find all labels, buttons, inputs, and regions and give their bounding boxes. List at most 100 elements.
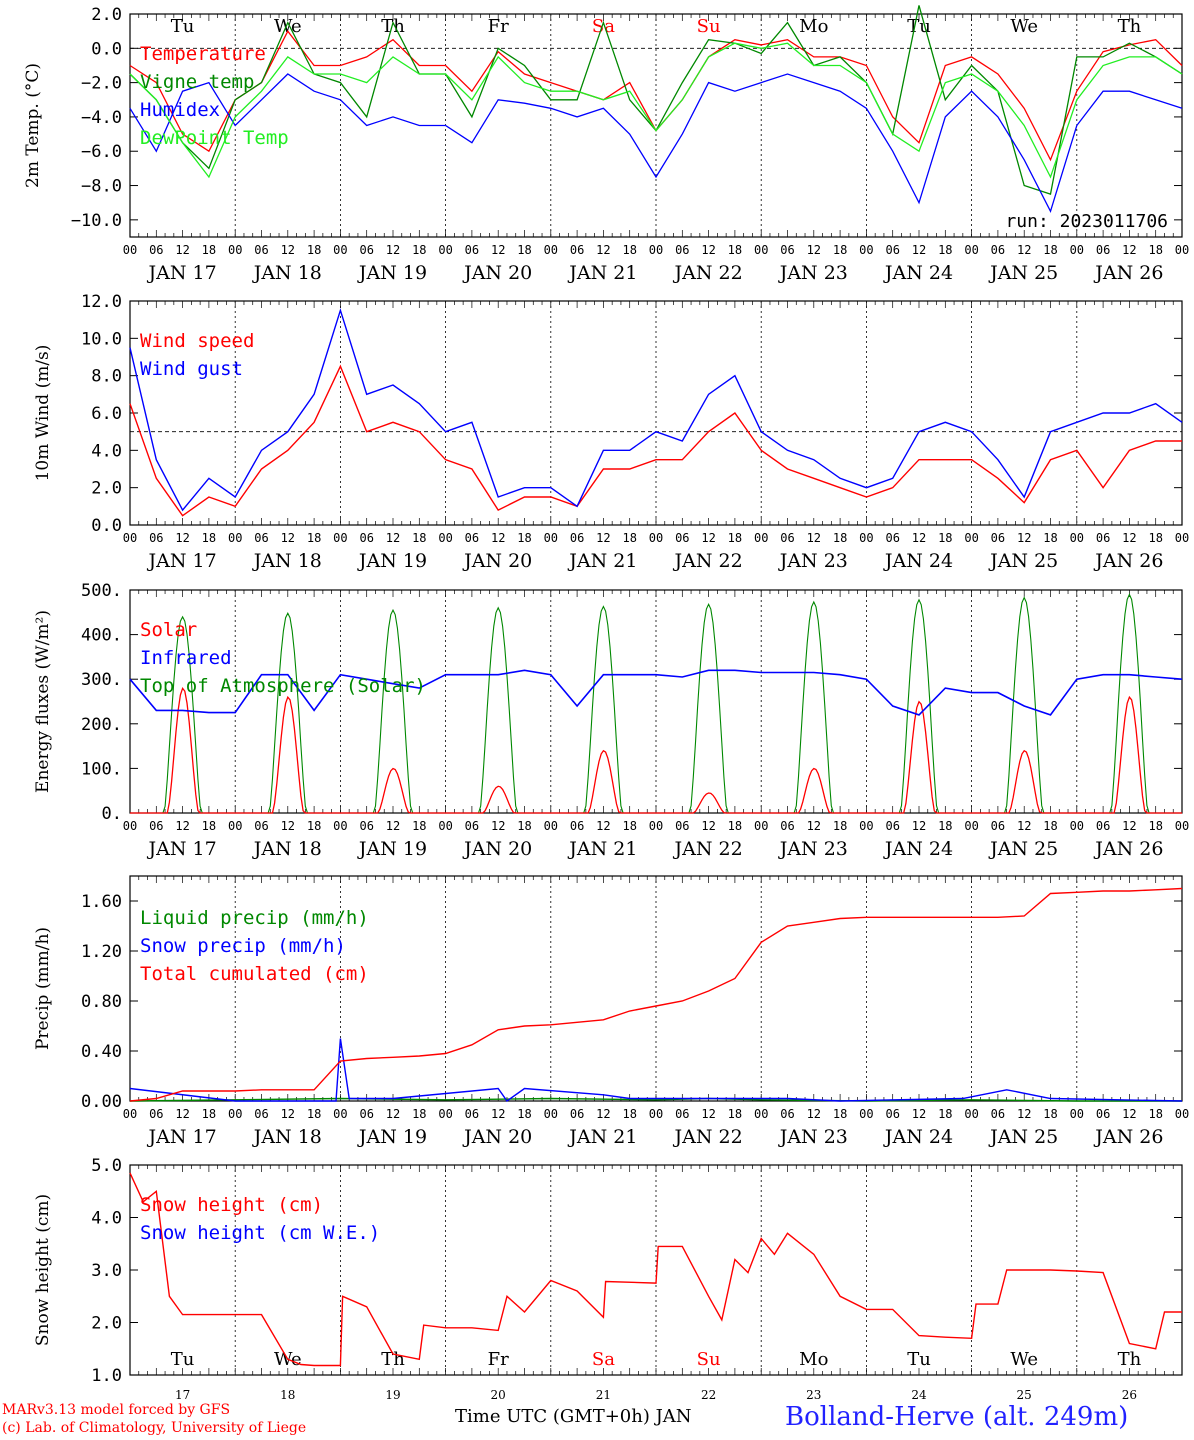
panel-2-hour-label: 00 — [333, 531, 347, 545]
panel-3-date-label: JAN 25 — [988, 838, 1058, 860]
panel-4-hour-label: 00 — [333, 1107, 347, 1121]
panel-3-hour-label: 12 — [701, 819, 715, 833]
panel-1-ytick-label: −10.0 — [71, 211, 122, 231]
panel-2-date-label: JAN 23 — [778, 550, 848, 572]
panel-3-hour-label: 06 — [570, 819, 584, 833]
panel-3-legend-entry: Infrared — [140, 647, 232, 669]
panel-4-series-line-2 — [129, 1038, 1183, 1102]
panel-1-hour-label: 00 — [649, 243, 663, 257]
panel-4-hour-label: 18 — [622, 1107, 636, 1121]
panel-1-hour-label: 06 — [780, 243, 794, 257]
panel-1-hour-label: 18 — [307, 243, 321, 257]
panel-1-date-label: JAN 18 — [252, 262, 322, 284]
panel-3-hour-label: 18 — [622, 819, 636, 833]
panel-1-hour-label: 06 — [991, 243, 1005, 257]
panel-2-hour-label: 06 — [991, 531, 1005, 545]
panel-3-legend-entry: Solar — [140, 619, 197, 641]
panel-1-date-label: JAN 17 — [147, 262, 217, 284]
panel-4-hour-label: 06 — [570, 1107, 584, 1121]
panel-4-hour-label: 18 — [307, 1107, 321, 1121]
panel-3-hour-label: 06 — [465, 819, 479, 833]
panel-4-hour-label: 18 — [728, 1107, 742, 1121]
panel-3-ytick-label: 300. — [81, 670, 122, 690]
panel-1-date-label: JAN 26 — [1093, 262, 1163, 284]
panel-1-date-label: JAN 21 — [567, 262, 637, 284]
panel-3-hour-label: 00 — [1070, 819, 1084, 833]
panel-1-hour-label: 12 — [596, 243, 610, 257]
panel-5-ytick-label: 4.0 — [91, 1209, 122, 1229]
panel-4-hour-label: 18 — [517, 1107, 531, 1121]
panel-3-hour-label: 18 — [1043, 819, 1057, 833]
panel-3-date-label: JAN 19 — [357, 838, 427, 860]
panel-2-hour-label: 18 — [622, 531, 636, 545]
panel-3-hour-label: 06 — [885, 819, 899, 833]
panel-5-weekday-label: Th — [381, 1349, 405, 1370]
panel-1-hour-label: 00 — [754, 243, 768, 257]
panel-2-hour-label: 06 — [465, 531, 479, 545]
panel-3-hour-label: 18 — [1148, 819, 1162, 833]
panel-3-date-label: JAN 20 — [462, 838, 532, 860]
panel-1-run-annotation: run: 2023011706 — [1005, 211, 1168, 232]
station-title: Bolland-Herve (alt. 249m) — [785, 1402, 1129, 1432]
panel-3-ytick-label: 500. — [81, 581, 122, 601]
panel-3-date-label: JAN 17 — [147, 838, 217, 860]
panel-2-hour-label: 00 — [1175, 531, 1189, 545]
panel-4-hour-label: 00 — [964, 1107, 978, 1121]
panel-3-hour-label: 12 — [1122, 819, 1136, 833]
panel-1-hour-label: 12 — [1122, 243, 1136, 257]
panel-3-legend-entry: Top of Atmosphere (Solar) — [140, 675, 426, 697]
panel-3-hour-label: 00 — [859, 819, 873, 833]
panel-2-hour-label: 18 — [202, 531, 216, 545]
panel-1-hour-label: 06 — [570, 243, 584, 257]
panel-2-legend-entry: Wind gust — [140, 358, 243, 380]
panel-4-hour-label: 18 — [1043, 1107, 1057, 1121]
panel-2-date-label: JAN 17 — [147, 550, 217, 572]
panel-1-hour-label: 18 — [938, 243, 952, 257]
panel-1-ytick-label: 2.0 — [91, 5, 122, 25]
panel-4-date-label: JAN 26 — [1093, 1126, 1163, 1148]
panel-4-date-label: JAN 21 — [567, 1126, 637, 1148]
panel-2-date-label: JAN 22 — [673, 550, 743, 572]
panel-3-hour-label: 06 — [359, 819, 373, 833]
panel-1-hour-label: 00 — [228, 243, 242, 257]
panel-2-hour-label: 18 — [938, 531, 952, 545]
panel-4-hour-label: 12 — [701, 1107, 715, 1121]
panel-4-hour-label: 12 — [386, 1107, 400, 1121]
panel-1-hour-label: 06 — [149, 243, 163, 257]
panel-2-hour-label: 18 — [833, 531, 847, 545]
panel-5-weekday-label: Sa — [592, 1349, 615, 1370]
panel-2-ytick-label: 2.0 — [91, 479, 122, 499]
panel-4-ytick-label: 0.80 — [81, 992, 122, 1012]
day-of-month-label: 22 — [701, 1388, 716, 1402]
panel-3-hour-label: 12 — [596, 819, 610, 833]
panel-2-hour-label: 18 — [728, 531, 742, 545]
panel-2-date-label: JAN 21 — [567, 550, 637, 572]
panel-2-hour-label: 12 — [281, 531, 295, 545]
panel-2-date-label: JAN 26 — [1093, 550, 1163, 572]
panel-1-hour-label: 12 — [175, 243, 189, 257]
panel-2-date-label: JAN 20 — [462, 550, 532, 572]
panel-1-weekday-label: Sa — [592, 16, 615, 37]
panel-3-ytick-label: 400. — [81, 626, 122, 646]
panel-2-hour-label: 12 — [596, 531, 610, 545]
panel-2-hour-label: 12 — [175, 531, 189, 545]
panel-4-hour-label: 12 — [807, 1107, 821, 1121]
panel-3-hour-label: 18 — [202, 819, 216, 833]
panel-1-weekday-label: Fr — [488, 16, 509, 37]
panel-2-date-label: JAN 18 — [252, 550, 322, 572]
panel-4-date-label: JAN 17 — [147, 1126, 217, 1148]
time-axis-title: Time UTC (GMT+0h) JAN — [455, 1406, 692, 1427]
panel-3-hour-label: 00 — [123, 819, 137, 833]
panel-5-weekday-label: Tu — [907, 1349, 931, 1370]
panel-1-hour-label: 06 — [1096, 243, 1110, 257]
panel-4-date-label: JAN 22 — [673, 1126, 743, 1148]
panel-3-hour-label: 18 — [833, 819, 847, 833]
panel-5-ytick-label: 5.0 — [91, 1156, 122, 1176]
panel-4-hour-label: 12 — [912, 1107, 926, 1121]
panel-1-hour-label: 00 — [333, 243, 347, 257]
panel-5-series-line-1 — [129, 1172, 1182, 1367]
panel-2-hour-label: 00 — [228, 531, 242, 545]
panel-4-hour-label: 00 — [754, 1107, 768, 1121]
panel-1-ytick-label: 0.0 — [91, 39, 122, 59]
